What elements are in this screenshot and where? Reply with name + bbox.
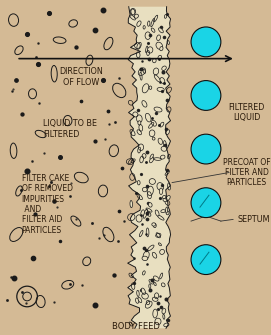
Ellipse shape <box>137 290 139 296</box>
Ellipse shape <box>160 273 163 279</box>
Ellipse shape <box>164 14 167 18</box>
Ellipse shape <box>143 271 145 275</box>
Ellipse shape <box>191 245 221 274</box>
Ellipse shape <box>160 78 165 83</box>
Ellipse shape <box>158 243 162 246</box>
Ellipse shape <box>141 210 144 216</box>
Text: FILTERED
LIQUID: FILTERED LIQUID <box>228 103 265 122</box>
Ellipse shape <box>153 58 156 63</box>
Ellipse shape <box>154 282 156 286</box>
Ellipse shape <box>161 210 165 213</box>
Ellipse shape <box>141 288 146 294</box>
Ellipse shape <box>160 155 165 159</box>
Ellipse shape <box>152 252 157 258</box>
Ellipse shape <box>149 203 152 207</box>
Ellipse shape <box>191 81 221 110</box>
Ellipse shape <box>150 157 154 163</box>
Ellipse shape <box>166 207 168 213</box>
Ellipse shape <box>147 212 151 216</box>
Ellipse shape <box>191 27 221 57</box>
Ellipse shape <box>131 9 135 15</box>
Ellipse shape <box>152 137 155 140</box>
Text: BODY FEED: BODY FEED <box>112 322 159 331</box>
Ellipse shape <box>167 41 169 45</box>
Ellipse shape <box>152 223 156 226</box>
Ellipse shape <box>149 284 151 288</box>
Text: SEPTUM: SEPTUM <box>237 215 270 224</box>
Text: DIRECTION
OF FLOW: DIRECTION OF FLOW <box>59 67 103 87</box>
Ellipse shape <box>150 154 153 159</box>
Text: PRECOAT OF
FILTER AND
PARTICLES: PRECOAT OF FILTER AND PARTICLES <box>223 158 270 187</box>
Ellipse shape <box>138 297 142 303</box>
Polygon shape <box>128 7 170 328</box>
Ellipse shape <box>159 188 163 195</box>
Ellipse shape <box>166 211 169 215</box>
Ellipse shape <box>168 183 170 190</box>
Ellipse shape <box>143 25 145 29</box>
Ellipse shape <box>156 233 161 237</box>
Ellipse shape <box>152 297 158 302</box>
Ellipse shape <box>164 323 169 327</box>
Ellipse shape <box>160 47 163 51</box>
Text: FILTER CAKE
OF REMOVED
IMPURITIES
 AND
FILTER AID
PARTICLES: FILTER CAKE OF REMOVED IMPURITIES AND FI… <box>22 174 73 235</box>
Ellipse shape <box>136 52 140 58</box>
Ellipse shape <box>161 283 165 287</box>
Ellipse shape <box>134 14 138 18</box>
Ellipse shape <box>140 156 144 163</box>
Ellipse shape <box>191 188 221 217</box>
Ellipse shape <box>130 200 133 208</box>
Ellipse shape <box>153 223 156 228</box>
Ellipse shape <box>151 28 155 32</box>
Ellipse shape <box>146 300 150 305</box>
Ellipse shape <box>137 181 140 185</box>
Ellipse shape <box>191 134 221 164</box>
Ellipse shape <box>166 130 169 135</box>
Ellipse shape <box>158 55 162 59</box>
Ellipse shape <box>136 298 139 303</box>
Ellipse shape <box>165 171 169 175</box>
Ellipse shape <box>155 210 159 216</box>
Ellipse shape <box>163 199 167 202</box>
Text: LIQUID TO BE
FILTERED: LIQUID TO BE FILTERED <box>43 119 97 139</box>
Ellipse shape <box>163 314 165 319</box>
Ellipse shape <box>149 86 152 89</box>
Ellipse shape <box>142 256 148 261</box>
Ellipse shape <box>159 28 163 33</box>
Ellipse shape <box>146 46 148 53</box>
Ellipse shape <box>138 121 141 125</box>
Ellipse shape <box>161 146 167 151</box>
Ellipse shape <box>166 196 170 200</box>
